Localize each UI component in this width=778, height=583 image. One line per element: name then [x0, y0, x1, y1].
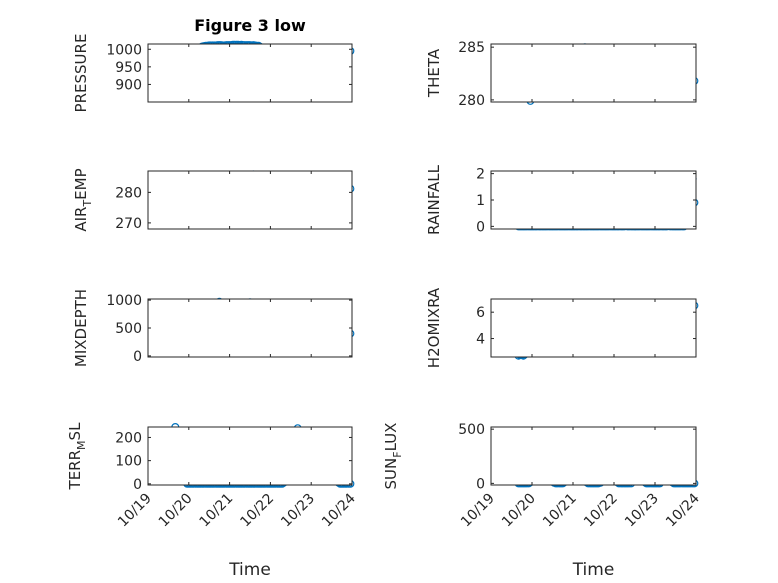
panel-mixdepth: 0 500 1000 MIXDEPTH	[72, 289, 355, 367]
panel-sunflux: 10/19 10/20 10/21 10/22 10/23 10/240500SUNFLU…	[382, 422, 703, 580]
y-tick-label: 270	[115, 216, 142, 232]
axes-frame	[490, 426, 697, 486]
y-axis-label: H2OMIXRA	[425, 287, 443, 368]
y-axis-label: SUNFLUX	[382, 423, 404, 490]
y-tick-label: 950	[115, 60, 142, 76]
axes-frame	[147, 170, 353, 230]
y-tick-label: 280	[115, 185, 142, 201]
y-axis-label: MIXDEPTH	[72, 289, 90, 367]
y-axis-label: THETA	[425, 48, 443, 98]
y-tick-label: 1000	[106, 42, 142, 58]
y-label-subscript: M	[75, 440, 88, 450]
y-tick-label: 500	[458, 422, 485, 438]
y-tick-label: 280	[458, 93, 485, 109]
y-tick-label: 0	[133, 349, 142, 365]
y-axis-label: RAINFALL	[425, 164, 443, 235]
chart-title: Figure 3 low	[194, 16, 306, 35]
y-axis-label: AIRTEMP	[72, 168, 94, 231]
y-label-subscript: T	[81, 200, 94, 208]
x-axis-label: Time	[572, 560, 615, 580]
y-axis-label: PRESSURE	[72, 34, 90, 113]
y-tick-label: 100	[115, 454, 142, 470]
panel-airtemp: 270 280 AIRTEMP	[72, 168, 355, 232]
axes-frame	[490, 43, 697, 103]
y-label-part: LUX	[382, 423, 400, 452]
axes-frame	[147, 426, 353, 486]
axes-frame	[147, 298, 353, 358]
y-tick-label: 0	[133, 477, 142, 493]
y-label-part: EMP	[72, 168, 90, 199]
y-label-part: AIR	[72, 207, 90, 232]
y-tick-label: 2	[476, 167, 485, 183]
y-tick-label: 900	[115, 77, 142, 93]
y-tick-label: 1	[476, 193, 485, 209]
panel-theta: 280 285 THETA	[425, 40, 699, 109]
x-axis-label: Time	[228, 560, 271, 580]
panel-h2omixra: 4 6 H2OMIXRA	[425, 287, 699, 368]
y-tick-label: 4	[476, 332, 485, 348]
y-label-subscript: F	[391, 451, 404, 457]
y-tick-label: 0	[476, 476, 485, 492]
y-axis-label: TERRMSL	[66, 422, 88, 491]
y-label-part: SL	[66, 422, 84, 441]
axes-frame	[147, 43, 353, 103]
axes-frame	[490, 170, 697, 230]
axes-frame	[490, 298, 697, 358]
y-label-part: TERR	[66, 450, 84, 491]
y-label-part: SUN	[382, 458, 400, 490]
y-tick-label: 0	[476, 219, 485, 235]
panel-rainfall: 0 1 2 RAINFALL	[425, 164, 699, 235]
y-tick-label: 1000	[106, 293, 142, 309]
y-tick-label: 6	[476, 305, 485, 321]
y-tick-label: 285	[458, 40, 485, 56]
y-tick-label: 500	[115, 321, 142, 337]
y-tick-label: 200	[115, 430, 142, 446]
